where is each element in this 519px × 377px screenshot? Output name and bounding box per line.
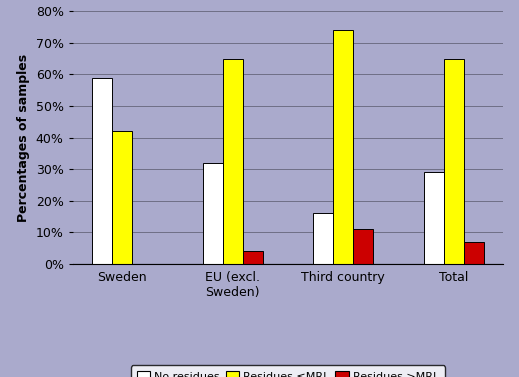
Bar: [353, 229, 373, 264]
Y-axis label: Percentages of samples: Percentages of samples: [17, 54, 30, 222]
Bar: [243, 251, 263, 264]
Bar: [203, 163, 223, 264]
Bar: [424, 172, 444, 264]
Bar: [313, 213, 333, 264]
Bar: [464, 242, 484, 264]
Bar: [333, 30, 353, 264]
Bar: [444, 59, 464, 264]
Bar: [112, 131, 132, 264]
Bar: [223, 59, 243, 264]
Bar: [92, 78, 112, 264]
Legend: No residues, Residues ≤MRL, Residues >MRL: No residues, Residues ≤MRL, Residues >MR…: [131, 365, 445, 377]
